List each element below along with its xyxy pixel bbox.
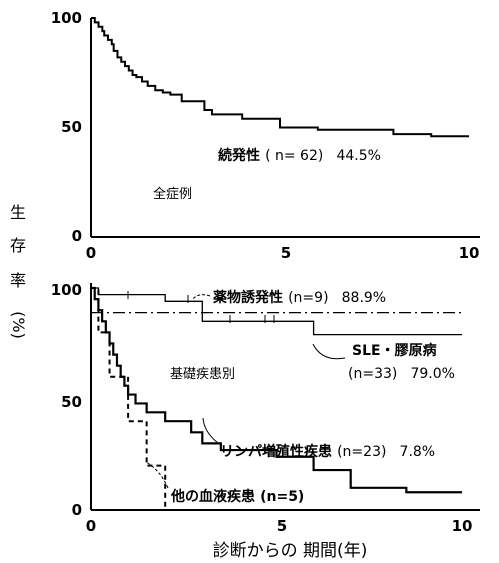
- sle-stats: (n=33) 79.0%: [348, 363, 455, 382]
- sle-name: SLE・膠原病: [352, 342, 437, 359]
- top-y-tick-label: 50: [61, 118, 82, 136]
- top-x-tick-label: 0: [86, 244, 96, 262]
- drug-label: 薬物誘発性 (n=9) 88.9%: [213, 287, 386, 306]
- top-x-tick-label: 5: [281, 244, 291, 262]
- top-y-tick-label: 100: [51, 9, 82, 27]
- lympho-arrow: [202, 417, 219, 444]
- top-series-n: ( n= 62): [265, 148, 323, 164]
- sle-collagen-curve: [91, 287, 462, 336]
- y-axis-label-char: 存: [10, 236, 26, 255]
- other-blood-arrow: [145, 461, 169, 489]
- top-x-tick-label: 10: [459, 244, 480, 262]
- top-series-name: 続発性: [218, 147, 260, 164]
- top-panel: 100 50 0 0 5 10 続発性 ( n= 62) 44.5% 全症例: [51, 9, 480, 262]
- y-axis-label: 生 存 率 (%): [9, 203, 28, 339]
- top-series-label: 続発性 ( n= 62) 44.5%: [218, 145, 381, 164]
- bottom-x-tick-label: 0: [86, 517, 96, 535]
- drug-n: (n=9): [288, 290, 328, 306]
- sle-arrow: [312, 343, 346, 360]
- censor-ticks: [127, 291, 275, 323]
- drug-value: 88.9%: [342, 290, 386, 306]
- other-blood-name: 他の血液疾患: [170, 488, 255, 505]
- drug-name: 薬物誘発性: [213, 289, 283, 306]
- top-subtitle: 全症例: [153, 186, 192, 202]
- bottom-x-tick-label: 5: [277, 517, 287, 535]
- bottom-y-tick-label: 0: [72, 501, 82, 519]
- bottom-subtitle: 基礎疾患別: [170, 367, 235, 382]
- top-series-value: 44.5%: [336, 148, 380, 164]
- top-y-tick-label: 0: [72, 227, 82, 245]
- y-axis-label-char: 率: [10, 271, 26, 290]
- other-blood-n: (n=5): [260, 489, 304, 505]
- lympho-label: リンパ増殖性疾患 (n=23) 7.8%: [220, 441, 435, 460]
- bottom-x-tick-label: 10: [452, 517, 473, 535]
- lympho-n: (n=23): [337, 444, 386, 460]
- lympho-value: 7.8%: [400, 444, 436, 460]
- sle-n: (n=33): [348, 366, 397, 382]
- top-survival-curve: [91, 17, 469, 138]
- sle-value: 79.0%: [410, 366, 454, 382]
- lymphoproliferative-curve: [91, 286, 462, 494]
- lympho-name: リンパ増殖性疾患: [220, 443, 332, 460]
- x-axis-label: 診断からの 期間(年): [213, 541, 368, 561]
- y-axis-label-char: (%): [9, 311, 28, 339]
- other-blood-label: 他の血液疾患 (n=5): [170, 486, 304, 505]
- other-blood-disease-curve: [91, 287, 167, 510]
- bottom-y-tick-label: 100: [51, 281, 82, 299]
- drug-arrow: [191, 294, 211, 301]
- bottom-panel: 100 50 0 0 5 10 薬物誘発性 (n=9) 88.9% SLE・膠原…: [51, 281, 480, 535]
- y-axis-label-char: 生: [10, 203, 26, 222]
- bottom-y-tick-label: 50: [61, 393, 82, 411]
